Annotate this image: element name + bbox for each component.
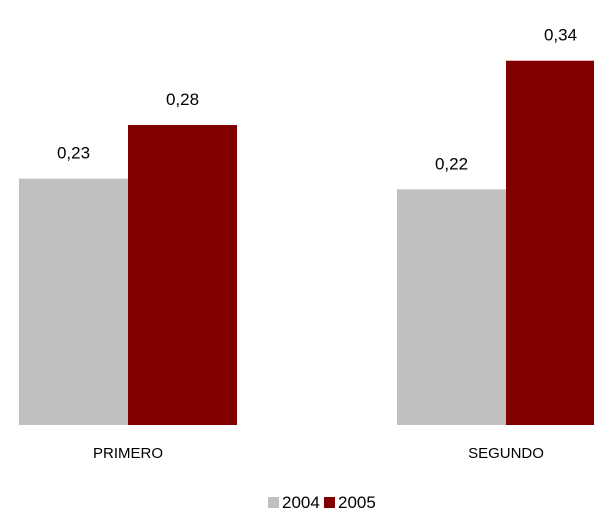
- legend-label-2004: 2004: [282, 493, 320, 512]
- bar-2005-segundo: [506, 60, 594, 425]
- legend-label-2005: 2005: [338, 493, 376, 512]
- value-label-2004-primero: 0,23: [57, 144, 90, 163]
- value-label-2005-primero: 0,28: [166, 90, 199, 109]
- bar-2004-primero: [19, 178, 128, 425]
- legend: 2004 2005: [268, 493, 376, 512]
- category-label-segundo: SEGUNDO: [468, 445, 544, 462]
- legend-swatch-2005: [324, 497, 335, 508]
- category-label-primero: PRIMERO: [93, 445, 163, 462]
- bars-layer: [19, 60, 594, 425]
- value-labels-layer: 0,23 0,28 0,22 0,34: [57, 26, 577, 174]
- value-label-2004-segundo: 0,22: [435, 154, 468, 173]
- legend-swatch-2004: [268, 497, 279, 508]
- value-label-2005-segundo: 0,34: [544, 26, 577, 45]
- category-labels-layer: PRIMERO SEGUNDO: [93, 445, 544, 462]
- bar-2004-segundo: [397, 189, 506, 425]
- bar-2005-primero: [128, 125, 237, 425]
